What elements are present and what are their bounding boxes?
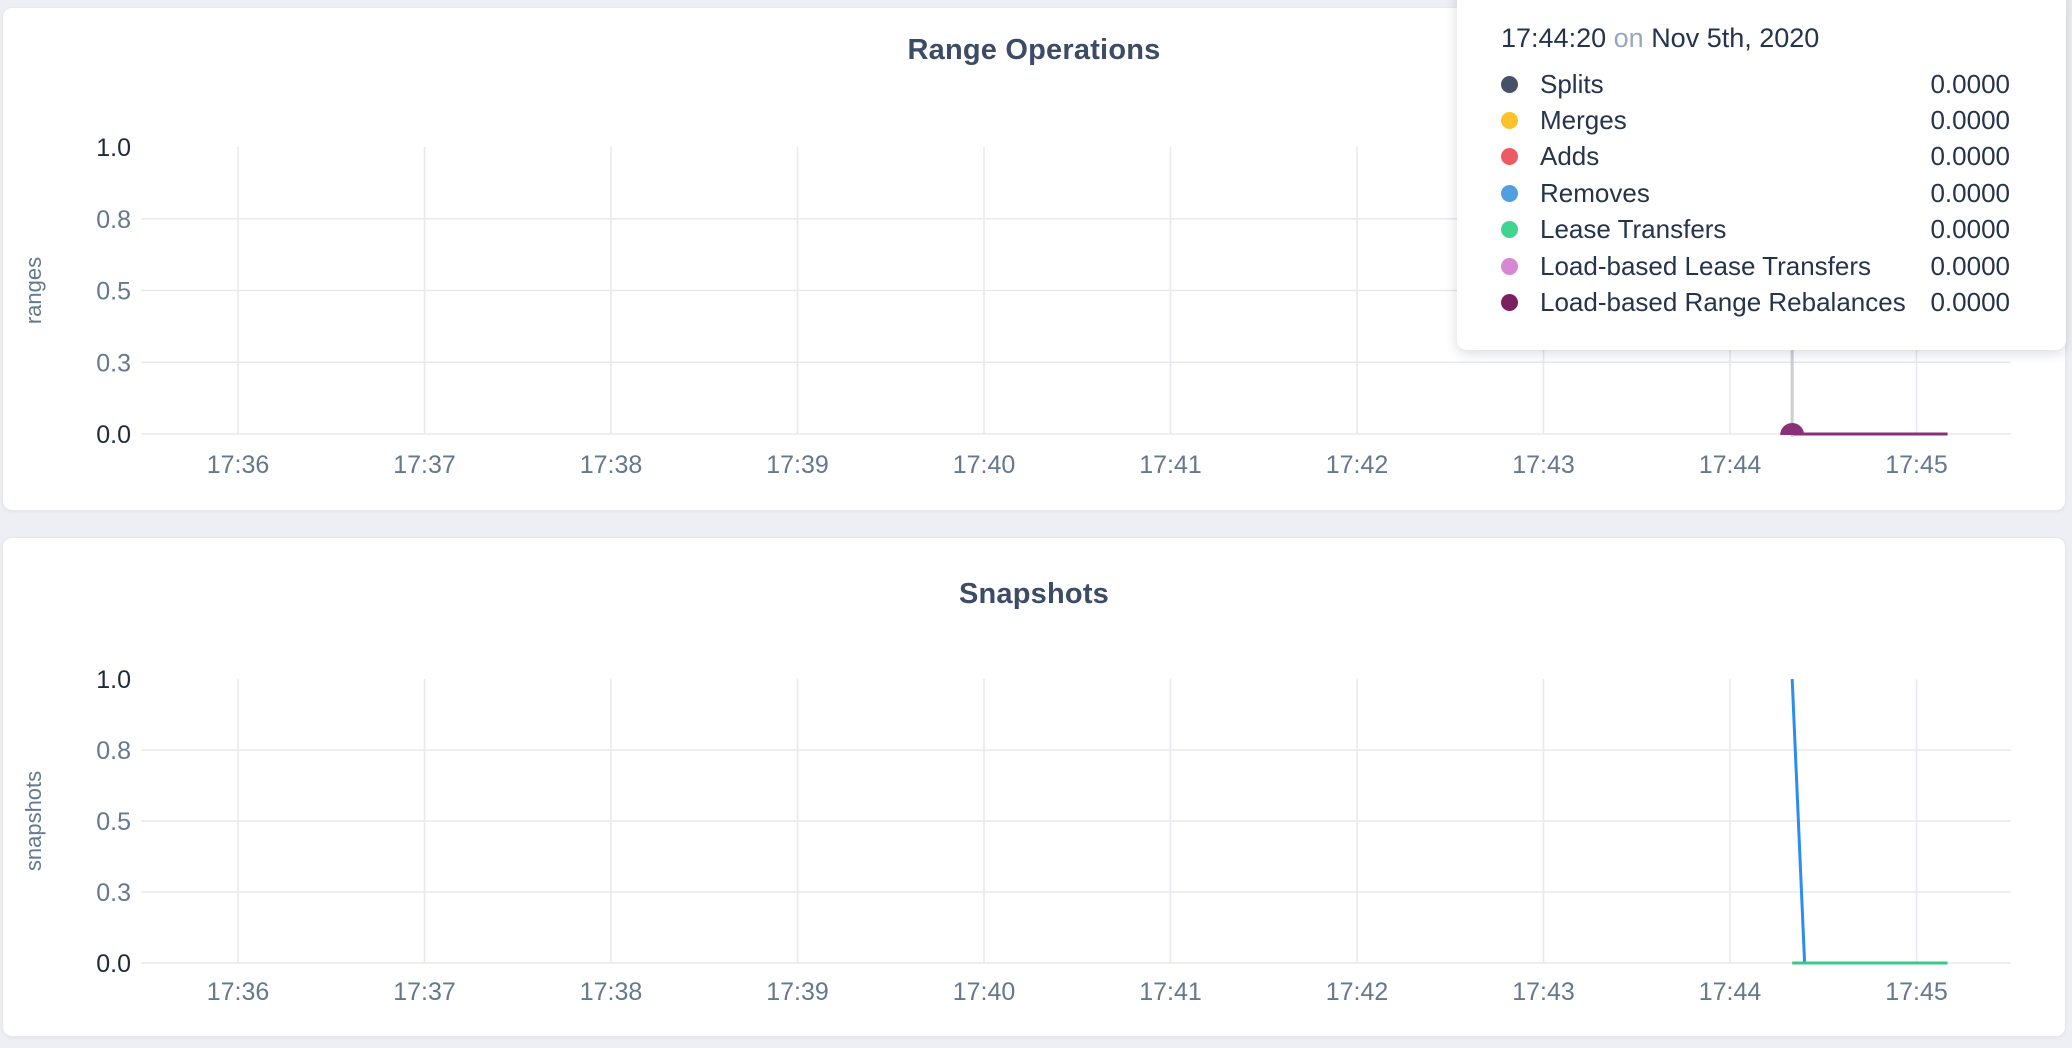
- series-color-dot: [1501, 257, 1518, 275]
- x-tick-label: 17:42: [1326, 978, 1389, 1006]
- tooltip-row: Lease Transfers 0.0000: [1501, 212, 2010, 248]
- y-tick-label: 1.0: [96, 134, 131, 162]
- series-value: 0.0000: [1930, 105, 2010, 136]
- series-line: [1790, 678, 1807, 964]
- y-tick-label: 0.5: [96, 808, 131, 836]
- chart-hover-tooltip: 17:44:20 on Nov 5th, 2020 Splits 0.0000 Me…: [1457, 0, 2066, 350]
- series-value: 0.0000: [1930, 141, 2010, 172]
- snapshots-chart[interactable]: 1.0 0.8 0.5 0.3 0.0 17:36 17:37 17:38 17:39 17:40…: [3, 538, 2067, 1038]
- x-tick-label: 17:44: [1699, 451, 1762, 479]
- x-tick-label: 17:43: [1512, 978, 1575, 1006]
- series-color-dot: [1501, 112, 1518, 130]
- series-label: Adds: [1540, 141, 1600, 172]
- hover-point: [1780, 423, 1805, 435]
- y-axis-title: ranges: [21, 257, 46, 324]
- y-axis-title: snapshots: [21, 771, 46, 871]
- x-tick-label: 17:41: [1139, 451, 1202, 479]
- tooltip-row: Load-based Lease Transfers 0.0000: [1501, 248, 2010, 284]
- x-tick-label: 17:37: [393, 451, 456, 479]
- series-color-dot: [1501, 184, 1518, 202]
- range-operations-title: Range Operations: [907, 34, 1161, 66]
- tooltip-time: 17:44:20: [1501, 23, 1607, 53]
- y-tick-label: 0.5: [96, 278, 131, 306]
- series-label: Load-based Range Rebalances: [1540, 287, 1906, 318]
- y-tick-label: 0.3: [96, 879, 131, 907]
- y-tick-label: 0.3: [96, 349, 131, 377]
- series-value: 0.0000: [1930, 214, 2010, 245]
- tooltip-series-list: Splits 0.0000 Merges 0.0000 Adds 0.0000 Remove…: [1501, 66, 2010, 321]
- series-value: 0.0000: [1930, 250, 2010, 281]
- x-tick-label: 17:43: [1512, 451, 1575, 479]
- snapshots-chart-card: Snapshots 1.0 0.8 0.5 0.3 0.0 17:36 17:37 17:38…: [2, 537, 2066, 1037]
- series-color-dot: [1501, 221, 1518, 239]
- x-tick-label: 17:38: [580, 451, 643, 479]
- series-value: 0.0000: [1930, 177, 2010, 208]
- series-value: 0.0000: [1930, 287, 2010, 318]
- series-color-dot: [1501, 148, 1518, 166]
- y-tick-label: 0.8: [96, 206, 131, 234]
- y-tick-label: 1.0: [96, 666, 131, 694]
- x-tick-label: 17:36: [207, 451, 270, 479]
- x-tick-label: 17:37: [393, 978, 456, 1006]
- series-value: 0.0000: [1930, 68, 2010, 99]
- tooltip-row: Merges 0.0000: [1501, 102, 2010, 138]
- tooltip-row: Adds 0.0000: [1501, 139, 2010, 175]
- series-label: Merges: [1540, 105, 1627, 136]
- range-operations-chart[interactable]: 1.0 0.8 0.5 0.3 0.0 17:36 17:37 17:38 17:39 17:40…: [3, 8, 2067, 512]
- x-tick-label: 17:38: [580, 978, 643, 1006]
- x-tick-label: 17:36: [207, 978, 270, 1006]
- x-tick-label: 17:45: [1885, 451, 1948, 479]
- series-label: Lease Transfers: [1540, 214, 1727, 245]
- series-color-dot: [1501, 294, 1518, 312]
- x-tick-label: 17:39: [766, 978, 829, 1006]
- y-tick-label: 0.0: [96, 421, 131, 449]
- x-tick-label: 17:45: [1885, 978, 1948, 1006]
- y-tick-label: 0.0: [96, 950, 131, 978]
- tooltip-date: Nov 5th, 2020: [1651, 23, 1820, 53]
- x-tick-label: 17:39: [766, 451, 829, 479]
- tooltip-row: Removes 0.0000: [1501, 175, 2010, 211]
- tooltip-row: Load-based Range Rebalances 0.0000: [1501, 284, 2010, 320]
- series-label: Splits: [1540, 68, 1604, 99]
- tooltip-timestamp: 17:44:20 on Nov 5th, 2020: [1501, 20, 2010, 56]
- series-color-dot: [1501, 75, 1518, 93]
- x-tick-label: 17:40: [953, 451, 1016, 479]
- tooltip-row: Splits 0.0000: [1501, 66, 2010, 102]
- series-label: Load-based Lease Transfers: [1540, 250, 1871, 281]
- x-tick-label: 17:42: [1326, 451, 1389, 479]
- series-label: Removes: [1540, 177, 1650, 208]
- x-tick-label: 17:40: [953, 978, 1016, 1006]
- snapshots-title: Snapshots: [958, 578, 1110, 610]
- x-tick-label: 17:44: [1699, 978, 1762, 1006]
- x-tick-label: 17:41: [1139, 978, 1202, 1006]
- y-tick-label: 0.8: [96, 737, 131, 765]
- tooltip-conjunction: on: [1613, 23, 1644, 53]
